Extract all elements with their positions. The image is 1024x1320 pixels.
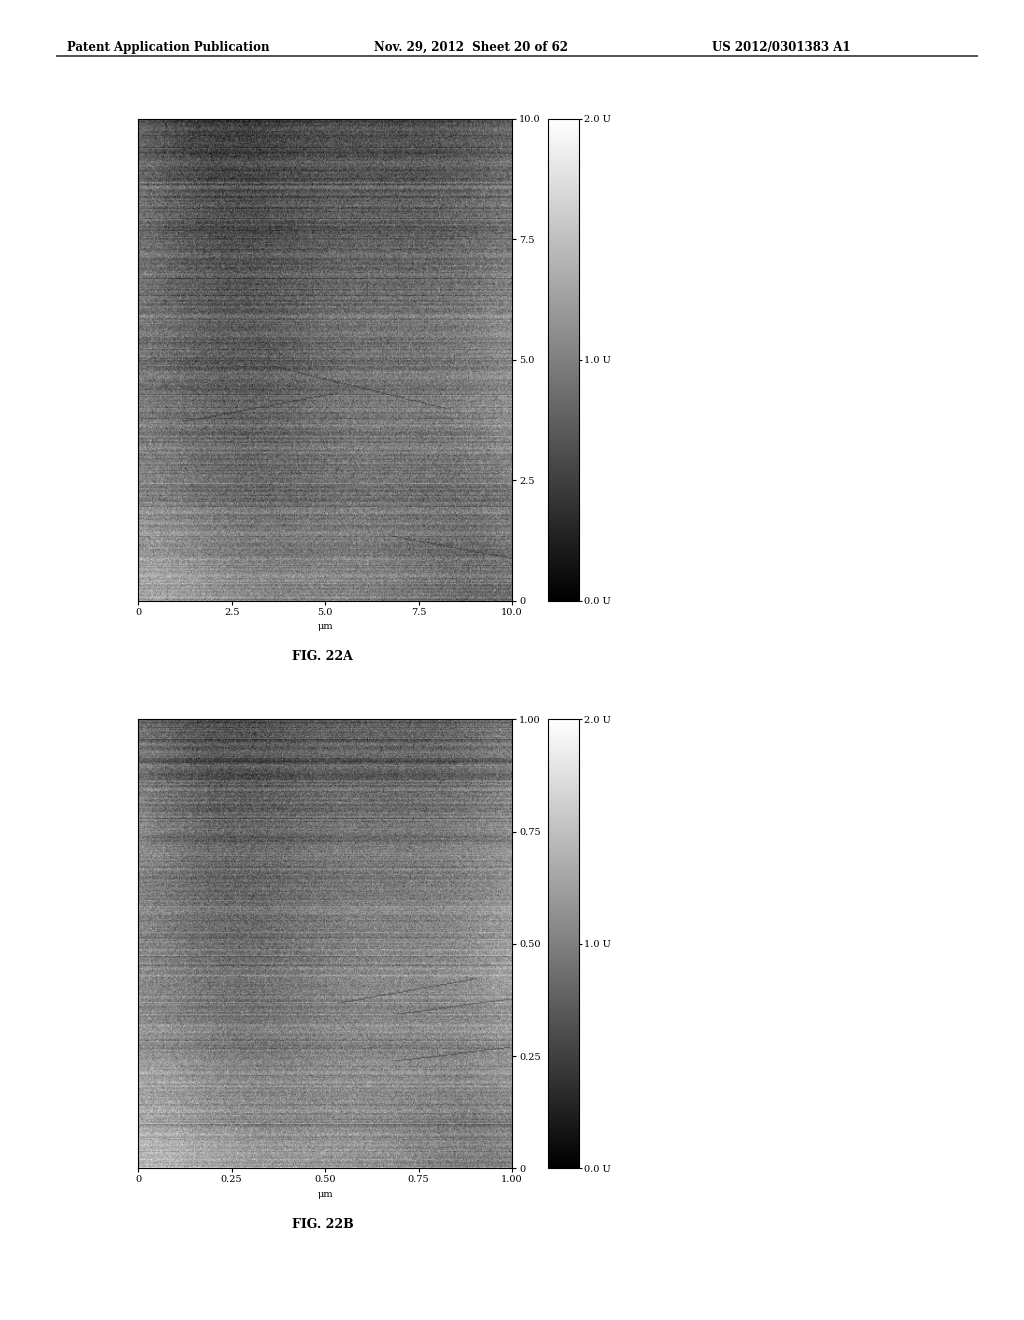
Text: Nov. 29, 2012  Sheet 20 of 62: Nov. 29, 2012 Sheet 20 of 62 [374,41,567,54]
X-axis label: μm: μm [317,1189,333,1199]
Text: Patent Application Publication: Patent Application Publication [67,41,269,54]
Text: FIG. 22B: FIG. 22B [292,1217,353,1230]
Text: FIG. 22A: FIG. 22A [292,649,353,663]
Text: US 2012/0301383 A1: US 2012/0301383 A1 [712,41,850,54]
X-axis label: μm: μm [317,622,333,631]
